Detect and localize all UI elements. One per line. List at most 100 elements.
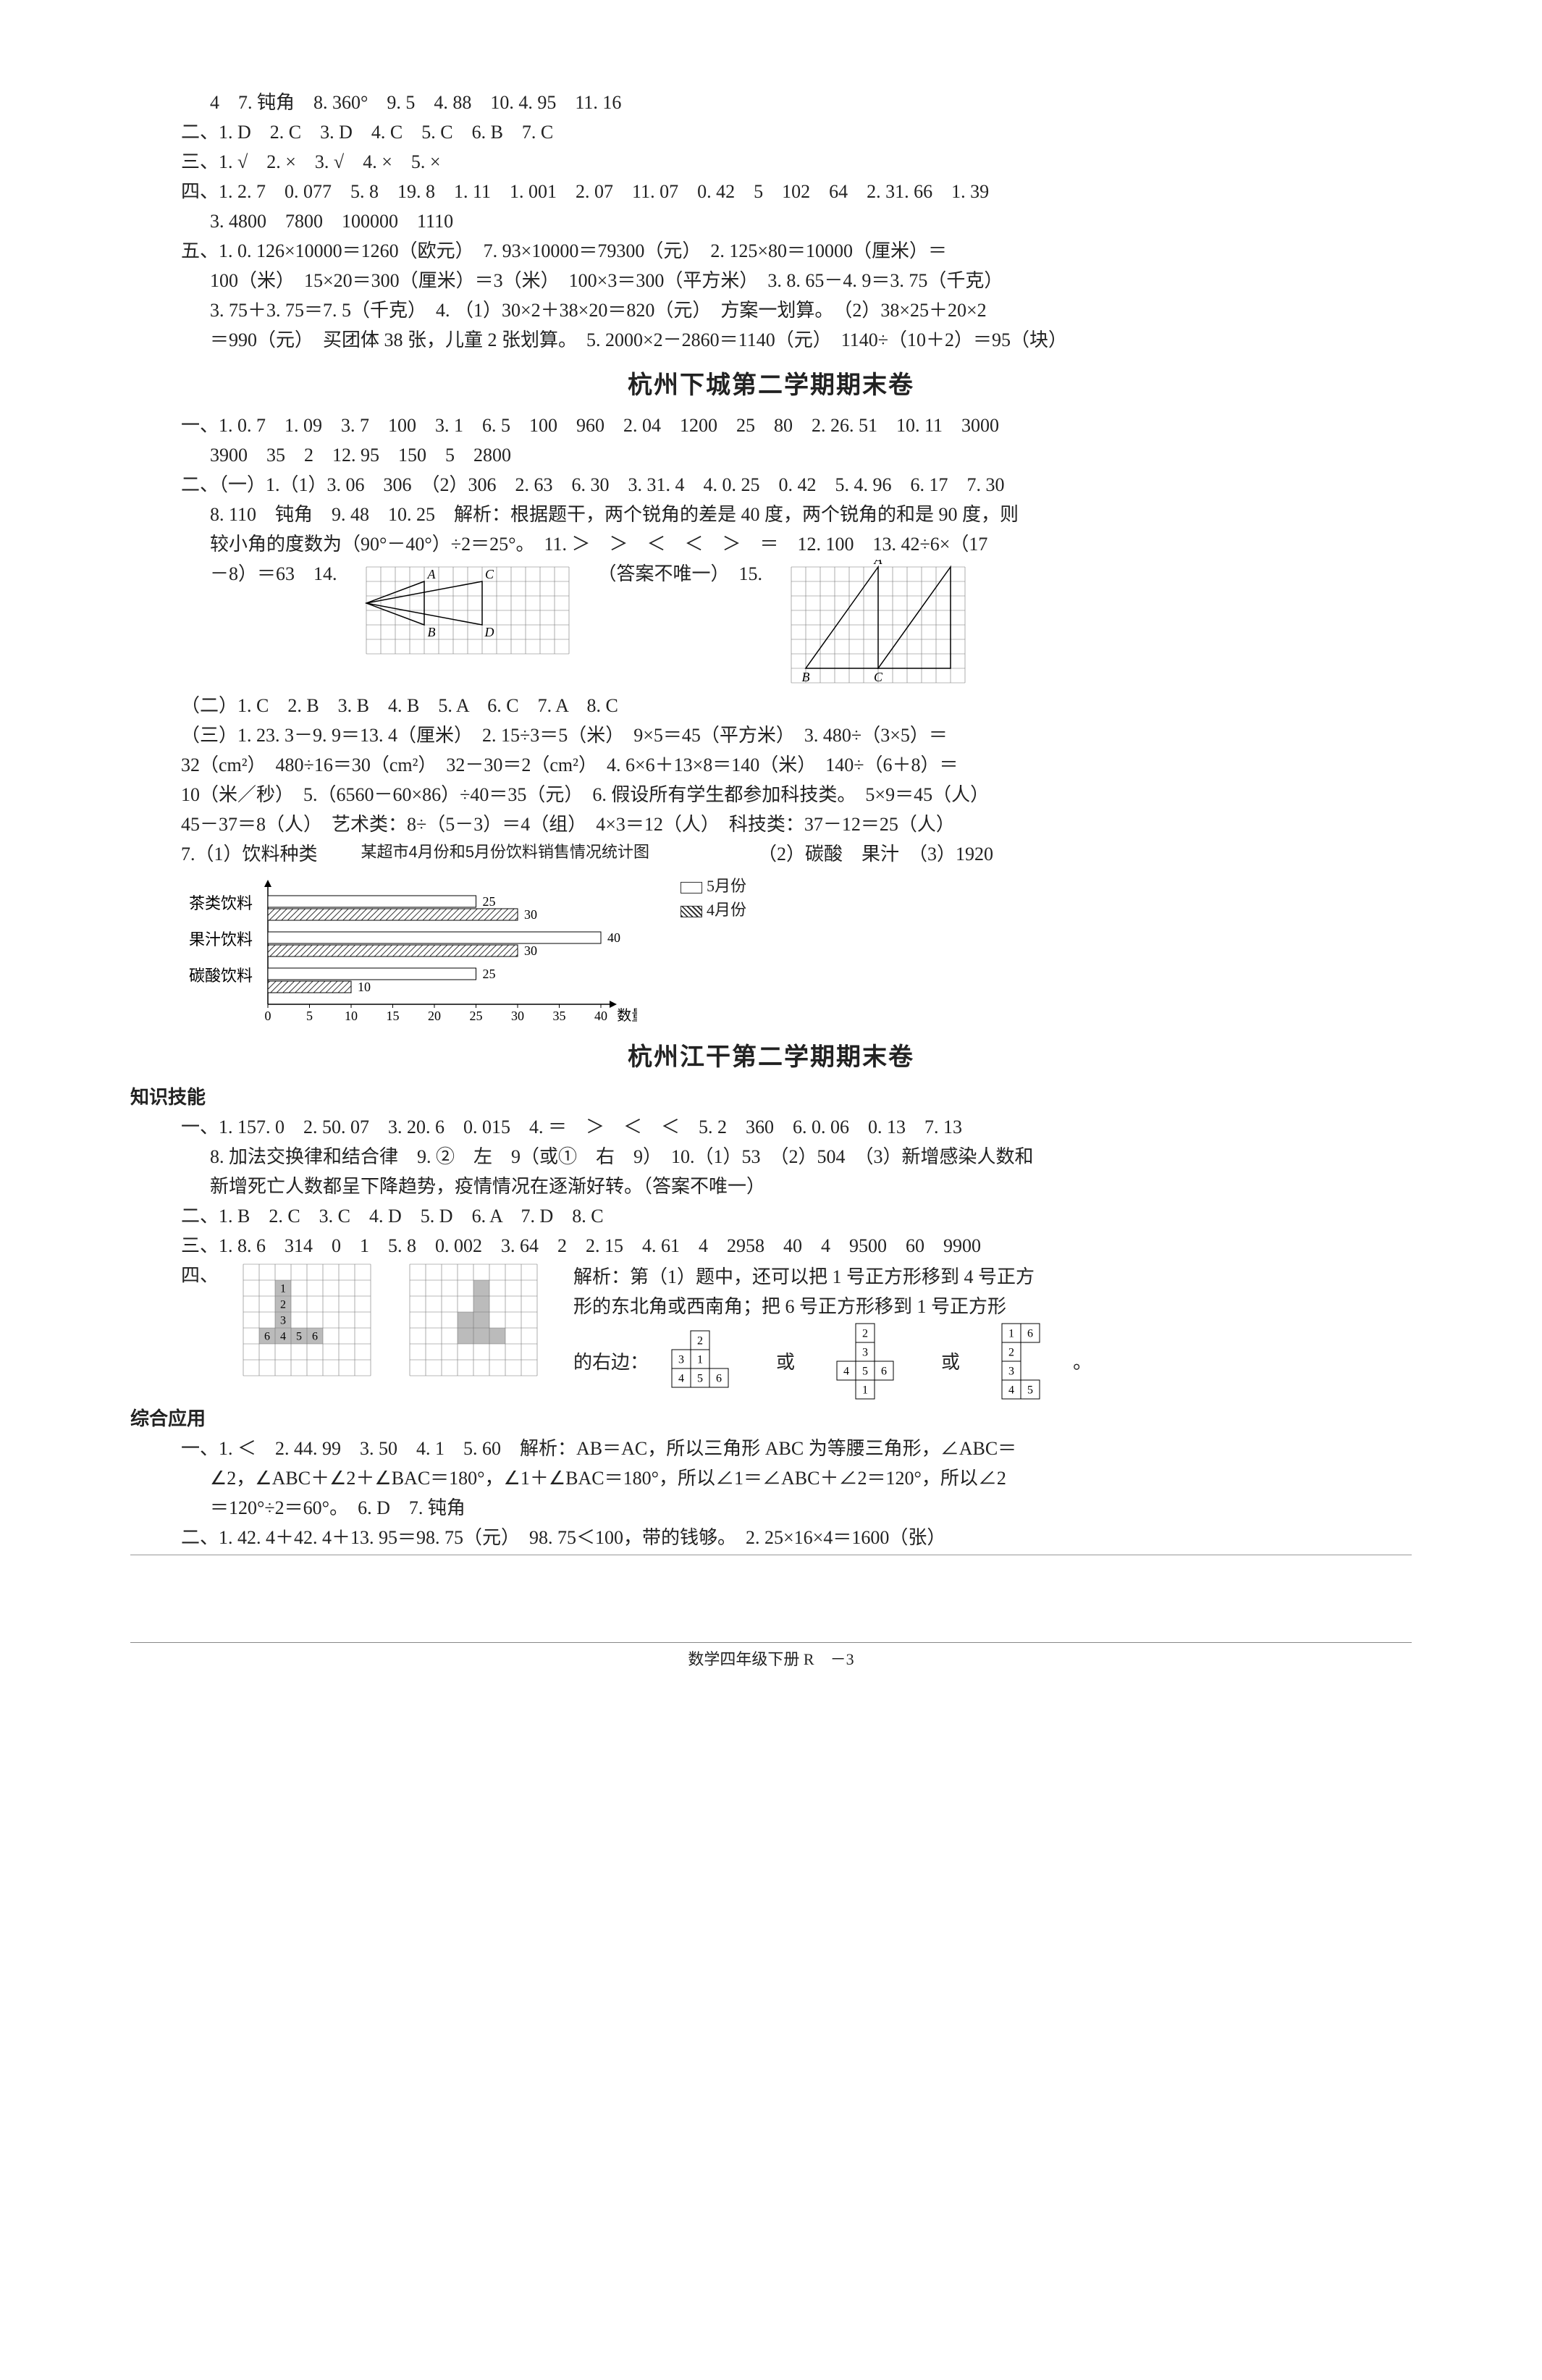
jg-line-4-lead: 四、 (181, 1261, 219, 1290)
xc-line-4e-right: （2）碳酸 果汁 （3）1920 (758, 840, 993, 868)
svg-text:5: 5 (697, 1373, 703, 1385)
svg-text:30: 30 (524, 907, 537, 922)
jg-h2: 综合应用 (130, 1405, 1412, 1433)
svg-text:6: 6 (1027, 1328, 1033, 1340)
svg-text:1: 1 (280, 1283, 286, 1295)
svg-text:5: 5 (1027, 1384, 1033, 1397)
legend-4: 4月份 (681, 898, 746, 922)
svg-text:1: 1 (862, 1384, 868, 1397)
top-line-5b: 100（米） 15×20＝300（厘米）＝3（米） 100×3＝300（平方米）… (130, 266, 1412, 295)
jg-line-5c: ＝120°÷2＝60°。 6. D 7. 钝角 (130, 1494, 1412, 1522)
svg-text:5: 5 (296, 1331, 302, 1343)
top-line-3: 三、1. √ 2. × 3. √ 4. × 5. × (130, 148, 1412, 176)
svg-text:B: B (802, 670, 810, 684)
svg-text:2: 2 (280, 1299, 286, 1311)
jg-line-1: 一、1. 157. 0 2. 50. 07 3. 20. 6 0. 015 4.… (130, 1113, 1412, 1141)
top-line-2: 二、1. D 2. C 3. D 4. C 5. C 6. B 7. C (130, 118, 1412, 146)
svg-text:6: 6 (264, 1331, 270, 1343)
svg-text:3: 3 (280, 1315, 286, 1327)
jg-h1: 知识技能 (130, 1083, 1412, 1111)
svg-text:A: A (874, 560, 883, 567)
jg-line-5b: ∠2，∠ABC＋∠2＋∠BAC＝180°，∠1＋∠BAC＝180°，所以∠1＝∠… (130, 1464, 1412, 1492)
svg-text:0: 0 (265, 1009, 271, 1023)
top-line-5d: ＝990（元） 买团体 38 张，儿童 2 张划算。 5. 2000×2－286… (130, 326, 1412, 354)
jg-mini-pre: 的右边： (573, 1348, 649, 1376)
svg-text:B: B (427, 625, 435, 639)
svg-text:10: 10 (358, 980, 371, 994)
jg-mini-mid2: 或 (922, 1348, 979, 1376)
jg-line-4-text1: 解析：第（1）题中，还可以把 1 号正方形移到 4 号正方 (573, 1263, 1412, 1291)
svg-text:25: 25 (483, 967, 496, 981)
jg-line-5: 一、1. ＜ 2. 44. 99 3. 50 4. 1 5. 60 解析：AB＝… (130, 1434, 1412, 1463)
svg-text:25: 25 (470, 1009, 483, 1023)
svg-text:2: 2 (1008, 1347, 1014, 1359)
svg-text:4: 4 (678, 1373, 684, 1385)
mini-grid-2: 2 3 4 5 6 1 (835, 1322, 901, 1402)
svg-text:6: 6 (716, 1373, 722, 1385)
xc-line-2c: 较小角的度数为（90°－40°）÷2＝25°。 11. ＞ ＞ ＜ ＜ ＞ ＝ … (130, 530, 1412, 558)
svg-text:C: C (485, 567, 494, 581)
xc-chart-row: 7.（1）饮料种类 某超市4月份和5月份饮料销售情况统计图 （2）碳酸 果汁 （… (130, 840, 1412, 868)
jg-line-6: 二、1. 42. 4＋42. 4＋13. 95＝98. 75（元） 98. 75… (130, 1523, 1412, 1552)
jg-mini-post: 。 (1073, 1348, 1092, 1376)
svg-text:35: 35 (553, 1009, 566, 1023)
chart-title: 某超市4月份和5月份饮料销售情况统计图 (361, 840, 649, 864)
svg-text:15: 15 (387, 1009, 400, 1023)
xc-line-4c: 10（米／秒） 5.（6560－60×86）÷40＝35（元） 6. 假设所有学… (130, 781, 1412, 809)
bar-chart: 0510152025303540数量/箱茶类饮料2530果汁饮料4030碳酸饮料… (174, 874, 637, 1026)
svg-text:茶类饮料: 茶类饮料 (189, 894, 253, 912)
jg-line-3: 三、1. 8. 6 314 0 1 5. 8 0. 002 3. 64 2 2.… (130, 1232, 1412, 1260)
svg-text:3: 3 (862, 1347, 868, 1359)
svg-text:30: 30 (511, 1009, 524, 1023)
svg-text:C: C (874, 670, 883, 684)
legend-5: 5月份 (681, 874, 746, 898)
svg-text:1: 1 (1008, 1328, 1014, 1340)
svg-text:4: 4 (1008, 1384, 1014, 1397)
svg-text:果汁饮料: 果汁饮料 (189, 930, 253, 949)
svg-text:2: 2 (697, 1335, 703, 1347)
jg-line-4-row: 四、 1236456 解析：第（1）题中，还可以把 1 号正方形移到 4 号正方… (130, 1261, 1412, 1403)
page-footer: 数学四年级下册 R －3 (130, 1642, 1412, 1671)
svg-text:2: 2 (862, 1328, 868, 1340)
top-line-1: 4 7. 钝角 8. 360° 9. 5 4. 88 10. 4. 95 11.… (130, 88, 1412, 117)
svg-text:D: D (484, 625, 494, 639)
grid-figure-15: A B C (784, 560, 972, 690)
svg-text:4: 4 (280, 1331, 286, 1343)
svg-text:6: 6 (881, 1366, 887, 1378)
jg-line-1c: 新增死亡人数都呈下降趋势，疫情情况在逐渐好转。（答案不唯一） (130, 1172, 1412, 1200)
xc-line-2: 二、（一）1.（1）3. 06 306 （2）306 2. 63 6. 30 3… (130, 471, 1412, 499)
xc-line-1b: 3900 35 2 12. 95 150 5 2800 (130, 441, 1412, 469)
top-line-5c: 3. 75＋3. 75＝7. 5（千克） 4. （1）30×2＋38×20＝82… (130, 296, 1412, 324)
svg-text:碳酸饮料: 碳酸饮料 (189, 967, 253, 985)
top-line-4b: 3. 4800 7800 100000 1110 (130, 207, 1412, 235)
svg-text:10: 10 (345, 1009, 358, 1023)
xc-line-4b: 32（cm²） 480÷16＝30（cm²） 32－30＝2（cm²） 4. 6… (130, 751, 1412, 779)
svg-text:4: 4 (843, 1366, 849, 1378)
svg-text:5: 5 (862, 1366, 868, 1378)
xc-line-2d-mid: （答案不唯一） 15. (598, 560, 763, 588)
pentomino-grid-2 (407, 1261, 552, 1384)
xc-line-2b: 8. 110 钝角 9. 48 10. 25 解析：根据题干，两个锐角的差是 4… (130, 500, 1412, 529)
xc-line-4e: 7.（1）饮料种类 (181, 840, 318, 868)
svg-text:5: 5 (306, 1009, 313, 1023)
xc-line-3: （二）1. C 2. B 3. B 4. B 5. A 6. C 7. A 8.… (130, 691, 1412, 720)
xc-line-2d-row: －8）＝63 14. ABCD （答案不唯一） 15. ABC (130, 560, 1412, 690)
mini-grid-1: 2 3 1 4 5 6 (670, 1329, 736, 1395)
jg-line-4-text3: 的右边： 231456 或 234561 或 162345 。 (573, 1322, 1412, 1402)
svg-text:3: 3 (678, 1354, 684, 1366)
jg-mini-mid1: 或 (757, 1348, 814, 1376)
svg-text:1: 1 (697, 1354, 703, 1366)
mini-grid-3: 1 6 2 3 45 (1000, 1322, 1051, 1402)
title-xiacheng: 杭州下城第二学期期末卷 (130, 367, 1412, 404)
pentomino-grid-1: 1236456 (240, 1261, 385, 1384)
xc-line-4d: 45－37＝8（人） 艺术类：8÷（5－3）＝4（组） 4×3＝12（人） 科技… (130, 810, 1412, 838)
top-line-5: 五、1. 0. 126×10000＝1260（欧元） 7. 93×10000＝7… (130, 237, 1412, 265)
svg-text:3: 3 (1008, 1366, 1014, 1378)
jg-line-1b: 8. 加法交换律和结合律 9. ② 左 9（或① 右 9） 10.（1）53 （… (130, 1143, 1412, 1171)
svg-text:40: 40 (607, 930, 620, 945)
grid-figure-14: ABCD (359, 560, 576, 661)
svg-text:25: 25 (483, 894, 496, 909)
svg-text:30: 30 (524, 943, 537, 958)
svg-text:6: 6 (312, 1331, 318, 1343)
svg-text:40: 40 (594, 1009, 607, 1023)
